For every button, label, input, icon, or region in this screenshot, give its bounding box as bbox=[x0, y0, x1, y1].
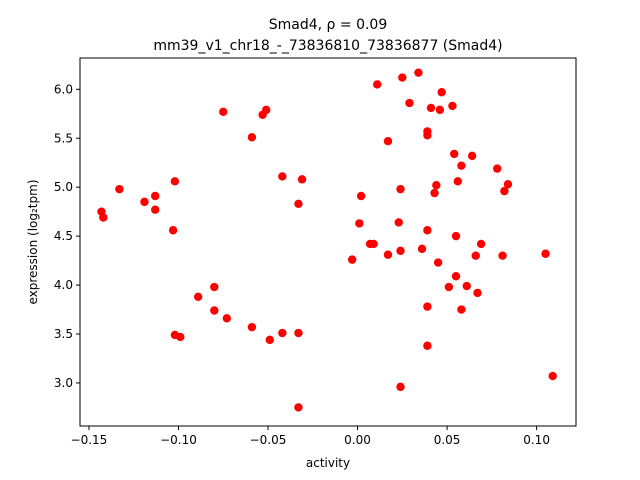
data-point bbox=[219, 107, 228, 117]
data-point bbox=[151, 191, 160, 201]
data-point bbox=[396, 382, 405, 392]
x-tick-label: −0.05 bbox=[250, 433, 287, 447]
y-tick-label: 5.0 bbox=[54, 180, 73, 194]
data-point bbox=[500, 186, 509, 196]
chart-title-line1: Smad4, ρ = 0.09 bbox=[269, 17, 388, 33]
data-point bbox=[210, 282, 219, 292]
data-point bbox=[396, 184, 405, 194]
data-point bbox=[373, 80, 382, 89]
data-point bbox=[278, 172, 287, 181]
data-point bbox=[417, 244, 427, 254]
data-point bbox=[430, 188, 439, 198]
data-point bbox=[541, 249, 550, 258]
data-point bbox=[493, 164, 502, 173]
data-point bbox=[405, 98, 414, 108]
y-axis-ticks: 3.0 3.5 4.0 4.5 5.0 5.5 6.0 bbox=[54, 82, 80, 390]
chart-title-line2: mm39_v1_chr18_-_73836810_73836877 (Smad4… bbox=[153, 38, 502, 54]
data-point bbox=[294, 199, 303, 209]
data-point bbox=[356, 191, 366, 201]
data-point bbox=[193, 292, 203, 302]
y-tick-label: 3.5 bbox=[54, 327, 73, 341]
data-point bbox=[548, 371, 557, 381]
data-point bbox=[423, 341, 432, 350]
x-axis-label: activity bbox=[306, 456, 350, 470]
data-point bbox=[423, 127, 432, 136]
y-tick-label: 4.0 bbox=[54, 278, 73, 292]
data-point bbox=[476, 239, 486, 249]
y-axis-label: expression (log₂tpm) bbox=[26, 179, 40, 304]
data-point bbox=[451, 272, 461, 281]
data-point bbox=[457, 305, 466, 314]
data-point bbox=[444, 282, 454, 292]
data-point bbox=[265, 335, 275, 345]
data-point bbox=[503, 180, 513, 189]
data-point bbox=[383, 136, 393, 146]
data-points bbox=[97, 68, 557, 412]
data-point bbox=[294, 328, 303, 338]
data-point bbox=[398, 73, 407, 82]
data-point bbox=[347, 255, 357, 264]
data-point bbox=[297, 175, 307, 184]
data-point bbox=[247, 133, 257, 142]
data-point bbox=[423, 226, 432, 235]
data-point bbox=[457, 161, 466, 170]
x-tick-label: −0.10 bbox=[160, 433, 197, 447]
data-point bbox=[369, 239, 378, 249]
data-point bbox=[433, 258, 443, 267]
data-point bbox=[170, 177, 180, 186]
data-point bbox=[467, 151, 477, 161]
data-point bbox=[414, 68, 423, 77]
data-point bbox=[396, 246, 405, 256]
y-tick-label: 4.5 bbox=[54, 229, 73, 243]
data-point bbox=[176, 332, 185, 342]
data-point bbox=[262, 105, 271, 115]
x-axis-ticks: −0.15 −0.10 −0.05 0.00 0.05 0.10 bbox=[71, 426, 550, 447]
data-point bbox=[115, 184, 124, 194]
data-point bbox=[210, 306, 219, 315]
data-point bbox=[432, 181, 441, 190]
data-point bbox=[473, 288, 482, 298]
data-point bbox=[247, 322, 257, 332]
data-point bbox=[394, 218, 403, 227]
data-point bbox=[498, 251, 507, 260]
data-point bbox=[140, 197, 149, 207]
y-tick-label: 5.5 bbox=[54, 131, 73, 145]
data-point bbox=[450, 149, 459, 159]
data-point bbox=[435, 105, 445, 115]
data-point bbox=[355, 219, 364, 228]
data-point bbox=[99, 213, 108, 222]
data-point bbox=[437, 88, 446, 97]
data-point bbox=[451, 231, 461, 241]
x-tick-label: 0.00 bbox=[344, 433, 371, 447]
x-tick-label: −0.15 bbox=[71, 433, 108, 447]
data-point bbox=[278, 328, 287, 338]
data-point bbox=[222, 314, 232, 323]
data-point bbox=[151, 205, 160, 214]
plot-frame bbox=[79, 57, 577, 427]
data-point bbox=[453, 177, 463, 186]
data-point bbox=[448, 101, 457, 111]
y-tick-label: 3.0 bbox=[54, 376, 73, 390]
data-point bbox=[168, 226, 178, 235]
data-point bbox=[294, 403, 303, 412]
data-point bbox=[462, 281, 471, 291]
data-point bbox=[471, 251, 480, 260]
data-point bbox=[426, 103, 436, 113]
y-tick-label: 6.0 bbox=[54, 82, 73, 96]
data-point bbox=[423, 302, 432, 311]
x-tick-label: 0.10 bbox=[523, 433, 550, 447]
x-tick-label: 0.05 bbox=[434, 433, 461, 447]
data-point bbox=[383, 250, 393, 259]
